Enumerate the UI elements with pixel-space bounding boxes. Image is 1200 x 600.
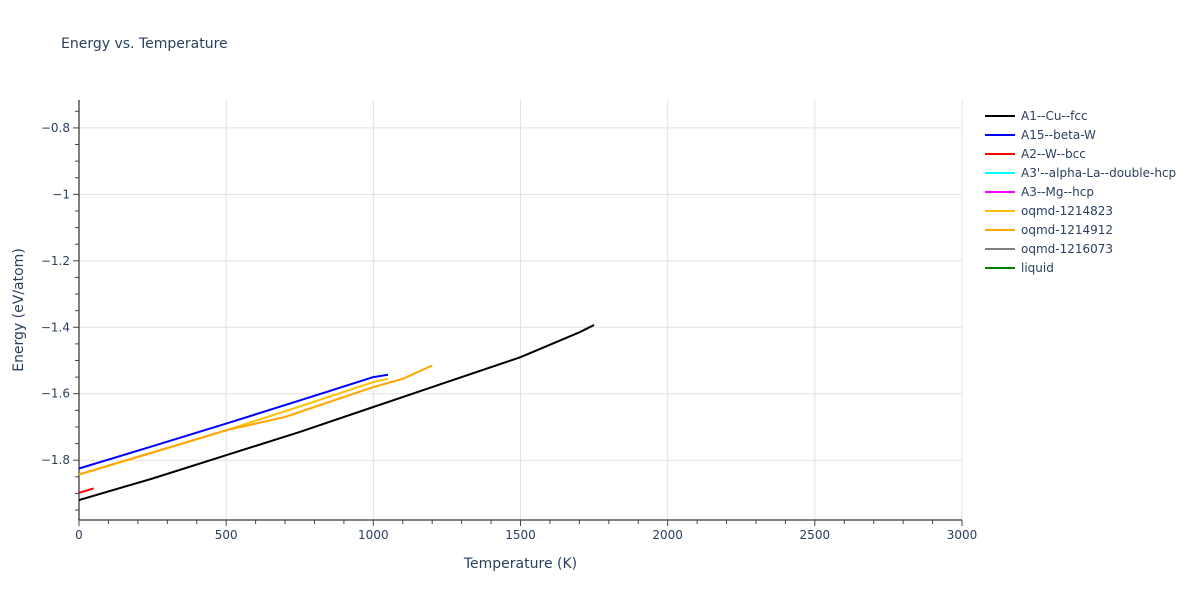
legend-item[interactable]: oqmd-1214912	[985, 220, 1176, 239]
legend-swatch-icon	[985, 228, 1015, 231]
legend-swatch-icon	[985, 247, 1015, 250]
legend-swatch-icon	[985, 133, 1015, 136]
legend-swatch-icon	[985, 114, 1015, 117]
legend-label: A3--Mg--hcp	[1021, 184, 1094, 199]
legend-item[interactable]: A3--Mg--hcp	[985, 182, 1176, 201]
x-tick-label: 1000	[358, 528, 389, 542]
x-tick-label: 0	[75, 528, 83, 542]
y-axis-title: Energy (eV/atom)	[11, 248, 27, 372]
legend-swatch-icon	[985, 171, 1015, 174]
y-tick-label: −1.6	[41, 387, 70, 401]
legend-label: liquid	[1021, 260, 1054, 275]
series-line-a2-w-bcc[interactable]	[78, 487, 94, 494]
x-axis-title: Temperature (K)	[463, 556, 577, 572]
legend-swatch-icon	[985, 209, 1015, 212]
legend-swatch-icon	[985, 152, 1015, 155]
legend-item[interactable]: A2--W--bcc	[985, 144, 1176, 163]
x-tick-label: 1500	[505, 528, 536, 542]
legend-label: oqmd-1216073	[1021, 241, 1114, 256]
x-tick-label: 3000	[947, 528, 978, 542]
legend-swatch-icon	[985, 190, 1015, 193]
legend-label: A1--Cu--fcc	[1021, 108, 1088, 123]
x-tick-label: 2000	[652, 528, 683, 542]
chart-title: Energy vs. Temperature	[61, 36, 228, 52]
legend-label: oqmd-1214823	[1021, 203, 1114, 218]
y-tick-label: −1.4	[41, 320, 70, 334]
legend-item[interactable]: A1--Cu--fcc	[985, 106, 1176, 125]
y-tick-label: −1.2	[41, 254, 70, 268]
legend: A1--Cu--fcc A15--beta-W A2--W--bcc A3'--alp…	[985, 106, 1176, 277]
legend-label: A15--beta-W	[1021, 127, 1096, 142]
legend-label: oqmd-1214912	[1021, 222, 1114, 237]
legend-item[interactable]: A3'--alpha-La--double-hcp	[985, 163, 1176, 182]
y-tick-label: −0.8	[41, 121, 70, 135]
series-line-oqmd-1214912[interactable]	[78, 364, 433, 476]
x-tick-label: 2500	[800, 528, 831, 542]
legend-label: A2--W--bcc	[1021, 146, 1086, 161]
legend-item[interactable]: liquid	[985, 258, 1176, 277]
legend-swatch-icon	[985, 266, 1015, 269]
y-tick-label: −1.8	[41, 453, 70, 467]
y-tick-label: −1	[52, 187, 70, 201]
legend-label: A3'--alpha-La--double-hcp	[1021, 165, 1177, 180]
series-line-a15-beta-w[interactable]	[78, 373, 389, 470]
legend-item[interactable]: oqmd-1214823	[985, 201, 1176, 220]
legend-item[interactable]: oqmd-1216073	[985, 239, 1176, 258]
legend-item[interactable]: A15--beta-W	[985, 125, 1176, 144]
x-tick-label: 500	[215, 528, 238, 542]
series-line-a1-cu-fcc[interactable]	[78, 324, 595, 502]
